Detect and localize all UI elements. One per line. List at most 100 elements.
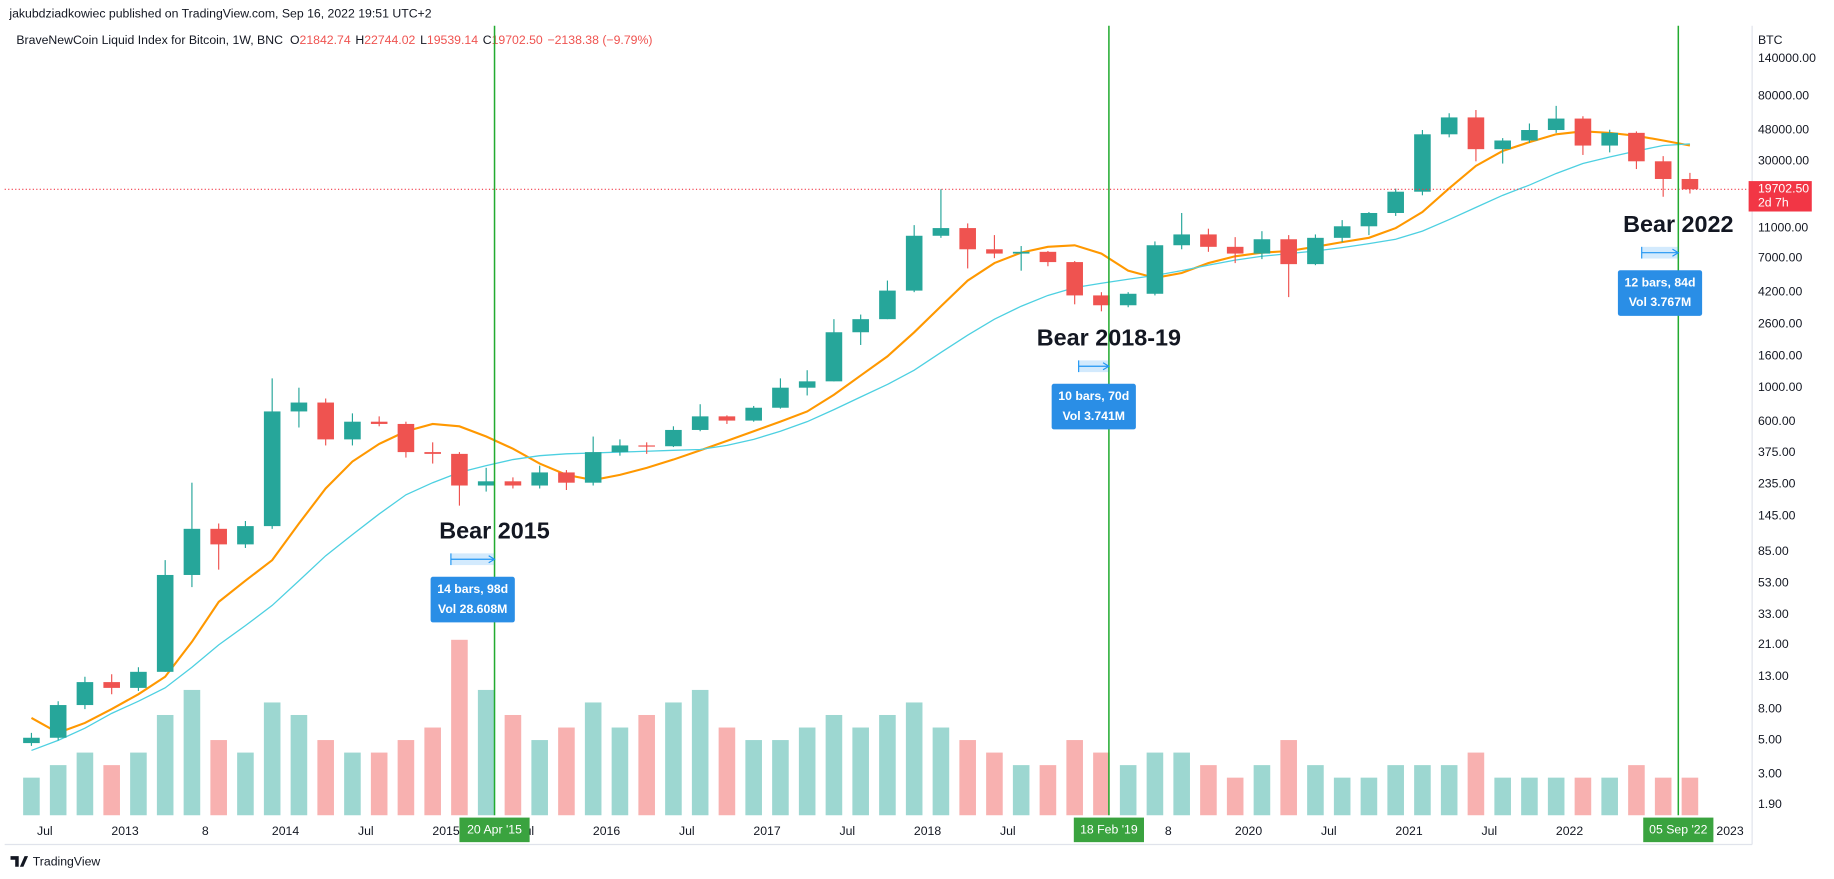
x-tick-label: Jul: [358, 824, 374, 838]
volume-bar: [1173, 752, 1190, 816]
candle-body: [237, 526, 254, 545]
volume-bar: [397, 740, 415, 816]
candle-body: [183, 528, 201, 575]
candle-body: [1387, 191, 1404, 213]
candle-body: [772, 387, 789, 408]
publisher: jakubdziadkowiec published on TradingVie…: [8, 6, 431, 20]
candle-body: [130, 671, 147, 688]
x-tick-label: Jul: [1481, 824, 1497, 838]
y-tick-label: 145.00: [1758, 508, 1796, 522]
x-tick-label: 2016: [593, 824, 620, 838]
candle-body: [49, 705, 67, 738]
candle-body: [558, 472, 575, 483]
candle-body: [477, 481, 495, 486]
volume-bar: [1012, 765, 1030, 816]
x-tick-label: 8: [202, 824, 209, 838]
x-tick-label: 2023: [1716, 824, 1743, 838]
candle-body: [1467, 117, 1485, 150]
x-tick-label: Jul: [679, 824, 695, 838]
candle-body: [1654, 161, 1672, 179]
y-tick-label: 140000.00: [1758, 51, 1816, 65]
candle-body: [156, 574, 174, 672]
candle-body: [1307, 237, 1324, 265]
candle-body: [1146, 245, 1164, 294]
volume-bar: [1333, 777, 1351, 816]
volume-bar: [1494, 777, 1511, 816]
volume-bar: [558, 727, 575, 816]
volume-bar: [1066, 740, 1083, 816]
x-tick-label: 2022: [1556, 824, 1583, 838]
legend-field-label: O: [290, 33, 300, 47]
candle-body: [1280, 239, 1297, 265]
y-tick-label: 1000.00: [1758, 380, 1803, 394]
marker-label: 20 Apr '15: [467, 823, 522, 837]
legend-field-value: 22744.02: [364, 33, 415, 47]
legend-title: BraveNewCoin Liquid Index for Bitcoin, 1…: [16, 33, 283, 47]
candle-body: [1414, 134, 1431, 192]
candle-body: [370, 421, 388, 424]
volume-bar: [745, 740, 762, 816]
range-bars: 10 bars, 70d: [1058, 389, 1129, 403]
legend-change: −2138.38 (−9.79%): [547, 33, 652, 47]
range-badge: [1617, 270, 1703, 316]
candle-body: [1440, 117, 1458, 135]
candle-body: [451, 453, 468, 486]
candle-body: [986, 249, 1003, 254]
y-tick-label: 7000.00: [1758, 250, 1803, 264]
volume-bar: [986, 752, 1003, 816]
range-bars: 14 bars, 98d: [437, 582, 508, 596]
volume-bar: [237, 752, 254, 816]
candle-body: [1360, 212, 1378, 227]
candle-body: [290, 402, 308, 412]
x-tick-label: Jul: [1321, 824, 1337, 838]
candle-body: [1093, 295, 1110, 306]
x-tick-label: 2013: [111, 824, 138, 838]
volume-bar: [879, 714, 896, 816]
candle-body: [1039, 251, 1057, 263]
range-badge: [430, 576, 515, 623]
candle-body: [210, 528, 227, 545]
y-tick-label: 13.00: [1758, 669, 1789, 683]
x-tick-label: 2018: [914, 824, 941, 838]
range-volume: Vol 3.767M: [1629, 295, 1692, 309]
volume-bar: [49, 765, 67, 816]
volume-bar: [103, 765, 120, 816]
x-tick-label: 2017: [753, 824, 780, 838]
y-tick-label: 11000.00: [1758, 220, 1808, 234]
x-tick-label: 2014: [272, 824, 299, 838]
volume-bar: [1307, 765, 1324, 816]
volume-bar: [718, 727, 736, 816]
marker-badge: [1643, 817, 1714, 843]
volume-bar: [344, 752, 361, 816]
x-tick-label: 8: [1165, 824, 1172, 838]
volume-bar: [156, 714, 174, 816]
volume-bar: [852, 727, 869, 816]
y-tick-label: 85.00: [1758, 544, 1789, 558]
volume-bar: [451, 639, 468, 816]
volume-bar: [210, 740, 227, 816]
volume-bar: [1521, 777, 1538, 816]
candle-body: [1681, 178, 1699, 190]
marker-badge: [1073, 817, 1144, 843]
volume-bar: [1360, 777, 1378, 816]
plot: [23, 105, 1699, 816]
legend: BraveNewCoin Liquid Index for Bitcoin, 1…: [16, 33, 652, 47]
candle-body: [584, 452, 602, 483]
marker-label: 18 Feb '19: [1080, 823, 1138, 837]
moving-average: [31, 143, 1690, 752]
volume-bar: [1440, 765, 1458, 816]
candle-body: [263, 411, 281, 527]
y-tick-label: 1.90: [1758, 797, 1782, 811]
legend-field-label: C: [483, 33, 492, 47]
candle-body: [1253, 239, 1271, 254]
volume-bar: [317, 740, 334, 816]
candle-body: [959, 228, 976, 250]
y-tick-label: 33.00: [1758, 607, 1789, 621]
volume-bar: [959, 740, 976, 816]
volume-bar: [23, 777, 40, 816]
y-tick-label: 600.00: [1758, 414, 1796, 428]
candle-body: [344, 421, 361, 440]
candle-body: [1012, 251, 1030, 254]
candle-body: [1601, 132, 1618, 146]
volume-bar: [1628, 765, 1645, 816]
